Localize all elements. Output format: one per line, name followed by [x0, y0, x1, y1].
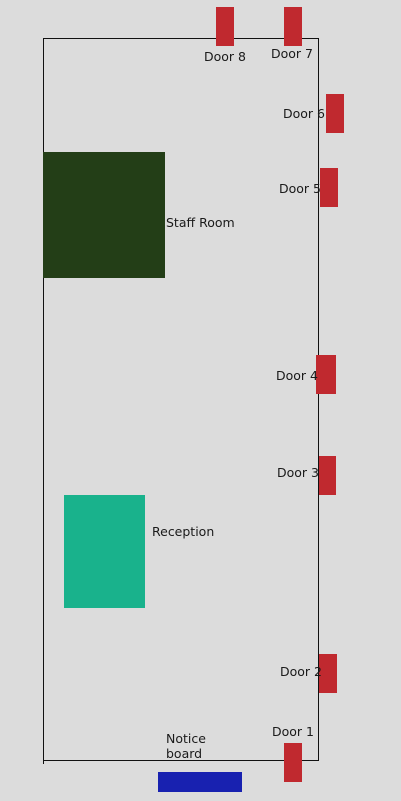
- door-5-label: Door 5: [279, 181, 321, 196]
- door-5[interactable]: [320, 168, 338, 207]
- door-1[interactable]: [284, 743, 302, 782]
- door-2-label: Door 2: [280, 664, 322, 679]
- reception-label: Reception: [152, 524, 215, 539]
- door-4[interactable]: [316, 355, 336, 394]
- door-8-label: Door 8: [204, 49, 246, 64]
- door-3-label: Door 3: [277, 465, 319, 480]
- corridor-outline: [43, 38, 319, 761]
- door-7[interactable]: [284, 7, 302, 46]
- door-4-label: Door 4: [276, 368, 318, 383]
- door-7-label: Door 7: [271, 46, 313, 61]
- staff-room-area[interactable]: [43, 152, 165, 278]
- staff-room-label: Staff Room: [166, 215, 235, 230]
- door-1-label: Door 1: [272, 724, 314, 739]
- door-6[interactable]: [326, 94, 344, 133]
- outline-stub: [43, 756, 44, 764]
- reception-area[interactable]: [64, 495, 145, 608]
- notice-board[interactable]: [158, 772, 242, 792]
- door-6-label: Door 6: [283, 106, 325, 121]
- door-8[interactable]: [216, 7, 234, 46]
- notice-board-label: Notice board: [166, 731, 206, 761]
- door-2[interactable]: [319, 654, 337, 693]
- door-3[interactable]: [319, 456, 336, 495]
